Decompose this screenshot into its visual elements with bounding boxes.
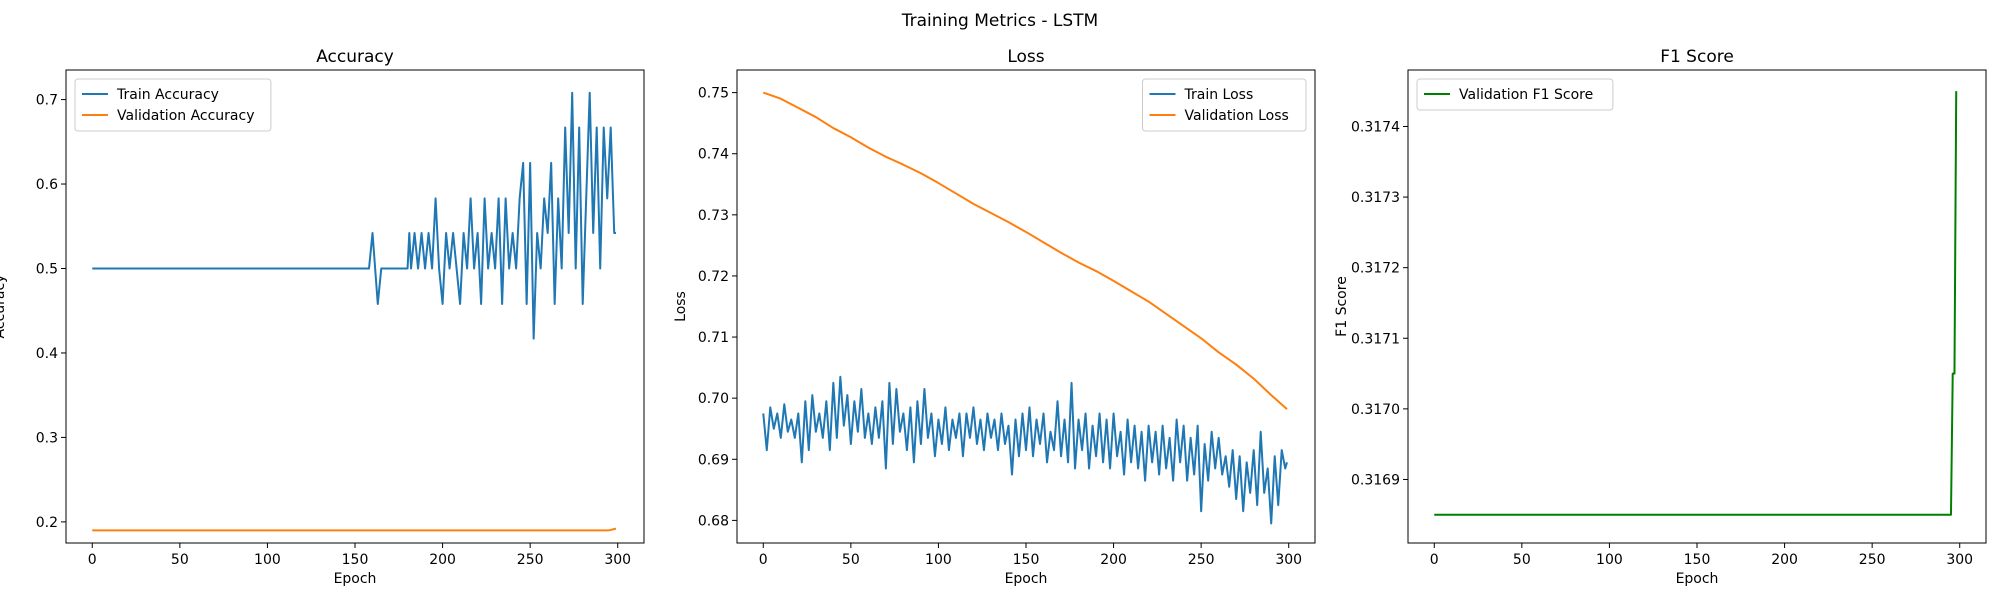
loss-x-tick-label: 200 [1100,552,1127,568]
loss-y-axis-label: Loss [673,291,689,322]
f1-score-y-tick-label: 0.3174 [1351,119,1400,135]
f1-score-title: F1 Score [1660,47,1734,67]
loss-y-tick-label: 0.69 [698,452,729,468]
accuracy-x-tick-label: 150 [342,552,369,568]
f1-score-x-tick-label: 100 [1596,552,1623,568]
loss-chart: 0 50 100 150 200 250 300 0.68 0.69 0.70 0.71 0.72 0.… [673,47,1316,587]
accuracy-legend-label-2: Validation Accuracy [117,108,255,124]
f1-score-legend-box [1416,78,1614,111]
loss-legend-label-1: Train Loss [1184,87,1254,103]
f1-score-x-tick-label: 50 [1513,552,1531,568]
f1-score-x-axis-label: Epoch [1676,571,1719,587]
accuracy-legend-box [74,78,272,132]
loss-legend-label-2: Validation Loss [1185,108,1289,124]
loss-x-tick-label: 100 [925,552,952,568]
f1-score-legend: Validation F1 Score [1416,78,1614,111]
accuracy-title: Accuracy [316,47,394,67]
f1-score-x-tick-label: 0 [1430,552,1439,568]
loss-series-line-2 [762,91,1288,410]
loss-y-tick-label: 0.73 [698,208,729,224]
accuracy-series-line-2 [92,527,617,532]
loss-x-tick-label: 50 [842,552,860,568]
loss-x-axis-label: Epoch [1005,571,1048,587]
accuracy-x-tick-label: 50 [171,552,189,568]
f1-score-y-tick-label: 0.3170 [1351,402,1400,418]
loss-y-tick-label: 0.74 [698,147,729,163]
loss-y-tick-label: 0.70 [698,391,729,407]
accuracy-x-tick-label: 250 [517,552,544,568]
accuracy-y-tick-label: 0.5 [36,261,58,277]
f1-score-x-tick-label: 250 [1859,552,1886,568]
accuracy-chart: 0 50 100 150 200 250 300 0.2 0.3 0.4 0.5 0.6 0.7 Accu… [0,47,645,587]
accuracy-x-tick-label: 0 [88,552,97,568]
loss-x-tick-label: 150 [1013,552,1040,568]
figure-title: Training Metrics - LSTM [901,11,1098,31]
f1-score-y-tick-label: 0.3169 [1351,472,1400,488]
loss-title: Loss [1007,47,1044,67]
f1-score-x-tick-label: 300 [1946,552,1973,568]
loss-x-tick-label: 250 [1188,552,1215,568]
loss-x-tick-label: 0 [759,552,768,568]
loss-legend: Train Loss Validation Loss [1142,78,1307,132]
accuracy-y-tick-label: 0.7 [36,93,58,109]
f1-score-x-tick-label: 200 [1771,552,1798,568]
accuracy-y-tick-label: 0.2 [36,515,58,531]
loss-x-tick-label: 300 [1275,552,1302,568]
accuracy-series-group [92,91,617,532]
accuracy-x-tick-label: 300 [604,552,631,568]
accuracy-y-axis-label: Accuracy [0,275,8,339]
accuracy-y-tick-label: 0.4 [36,346,58,362]
accuracy-x-axis-label: Epoch [334,571,377,587]
loss-y-tick-label: 0.71 [698,330,729,346]
f1-score-x-tick-label: 150 [1684,552,1711,568]
axes-layer: 0 50 100 150 200 250 300 0.2 0.3 0.4 0.5 0.6 0.7 Accu… [0,47,1987,587]
f1-score-legend-label-1: Validation F1 Score [1459,87,1593,103]
f1-score-y-tick-label: 0.3173 [1351,190,1400,206]
loss-y-tick-label: 0.72 [698,269,729,285]
f1-score-series-group [1434,91,1958,516]
f1-score-y-axis-label: F1 Score [1334,276,1350,337]
accuracy-y-tick-label: 0.3 [36,430,58,446]
loss-series-line-1 [762,375,1288,525]
f1-score-chart: 0 50 100 150 200 250 300 0.3169 0.3170 0.3171 0.31… [1334,47,1987,587]
f1-score-series-line-1 [1434,91,1958,516]
accuracy-x-tick-label: 200 [429,552,456,568]
loss-series-group [762,91,1288,525]
loss-y-tick-label: 0.75 [698,86,729,102]
loss-y-tick-label: 0.68 [698,513,729,529]
f1-score-axes-frame [1407,69,1987,544]
accuracy-legend: Train Accuracy Validation Accuracy [74,78,272,132]
loss-legend-box [1142,78,1307,132]
accuracy-x-tick-label: 100 [254,552,281,568]
accuracy-series-line-1 [92,91,616,340]
accuracy-y-tick-label: 0.6 [36,177,58,193]
accuracy-axes-frame [65,69,645,544]
f1-score-y-tick-label: 0.3172 [1351,261,1400,277]
accuracy-legend-label-1: Train Accuracy [116,87,219,103]
f1-score-y-tick-label: 0.3171 [1351,331,1400,347]
